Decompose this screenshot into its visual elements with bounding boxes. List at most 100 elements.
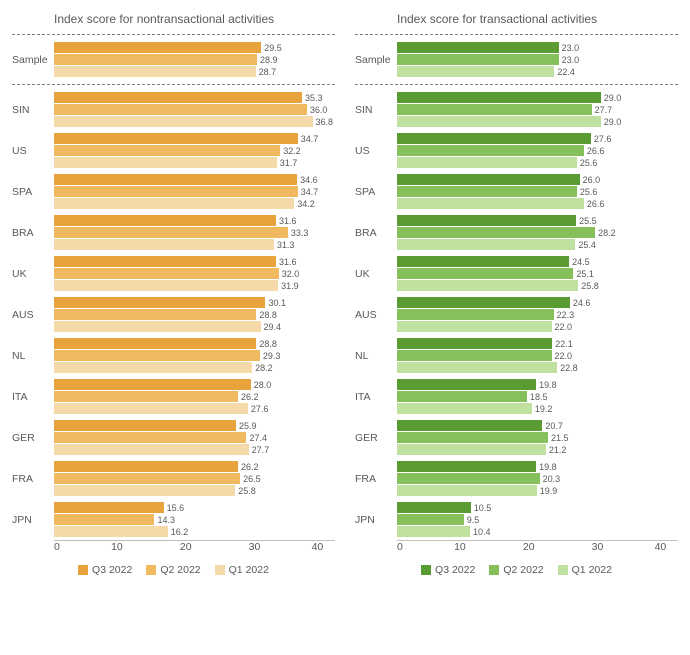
bar-value: 21.5	[551, 433, 569, 443]
bar	[397, 297, 570, 308]
bar-line: 26.6	[397, 145, 678, 156]
bar-line: 22.0	[397, 321, 678, 332]
bars-cell: 31.633.331.3	[54, 212, 335, 253]
bar-value: 29.0	[604, 117, 622, 127]
bar-line: 20.7	[397, 420, 678, 431]
data-row: SPA34.634.734.2	[12, 171, 335, 212]
bars-cell: 19.820.319.9	[397, 458, 678, 499]
bar	[54, 403, 248, 414]
bar-line: 21.2	[397, 444, 678, 455]
bar-value: 28.9	[260, 55, 278, 65]
bar-value: 19.8	[539, 380, 557, 390]
bar-line: 22.4	[397, 66, 678, 77]
category-label: JPN	[12, 514, 54, 526]
bar-line: 29.5	[54, 42, 335, 53]
bar-value: 22.4	[557, 67, 575, 77]
bar-value: 19.2	[535, 404, 553, 414]
bar-value: 34.6	[300, 175, 318, 185]
bars-cell: 10.59.510.4	[397, 499, 678, 540]
bar	[54, 145, 280, 156]
legend-item: Q1 2022	[558, 564, 612, 576]
bar-value: 28.8	[259, 339, 277, 349]
bar-value: 35.3	[305, 93, 323, 103]
bar	[397, 485, 537, 496]
bar-value: 31.6	[279, 257, 297, 267]
x-tick: 20	[180, 541, 192, 558]
bar	[54, 268, 279, 279]
bar	[54, 239, 274, 250]
bar-line: 34.2	[54, 198, 335, 209]
x-axis: 010203040	[54, 540, 335, 558]
x-axis: 010203040	[397, 540, 678, 558]
bar-line: 28.8	[54, 309, 335, 320]
bar-line: 28.0	[54, 379, 335, 390]
bar-value: 32.0	[282, 269, 300, 279]
bar-value: 18.5	[530, 392, 548, 402]
bars-cell: 25.528.225.4	[397, 212, 678, 253]
bar-line: 26.6	[397, 198, 678, 209]
bar-line: 31.7	[54, 157, 335, 168]
bar-value: 24.5	[572, 257, 590, 267]
bar-value: 22.8	[560, 363, 578, 373]
legend-label: Q3 2022	[435, 564, 475, 576]
category-label: UK	[12, 268, 54, 280]
data-row: JPN15.614.316.2	[12, 499, 335, 540]
bar	[397, 321, 552, 332]
bar	[397, 198, 584, 209]
bars-cell: 31.6 32.0 31.9	[54, 253, 335, 294]
bar	[397, 133, 591, 144]
legend-label: Q2 2022	[503, 564, 543, 576]
bar-line: 32.0	[54, 268, 335, 279]
bar-value: 33.3	[291, 228, 309, 238]
bar-value: 36.8	[316, 117, 334, 127]
data-row: GER20.721.521.2	[355, 417, 678, 458]
bar-value: 34.2	[297, 199, 315, 209]
bar-line: 25.4	[397, 239, 678, 250]
legend-item: Q2 2022	[146, 564, 200, 576]
bar	[397, 116, 601, 127]
bar	[397, 403, 532, 414]
bar	[54, 104, 307, 115]
bar	[54, 280, 278, 291]
data-row: UK 31.6 32.0 31.9	[12, 253, 335, 294]
bars-cell: 15.614.316.2	[54, 499, 335, 540]
bar-line: 22.0	[397, 350, 678, 361]
bar-line: 31.3	[54, 239, 335, 250]
bar	[54, 514, 154, 525]
bar-line: 36.0	[54, 104, 335, 115]
bar-value: 31.7	[280, 158, 298, 168]
bar-value: 19.8	[539, 462, 557, 472]
bar-value: 28.2	[255, 363, 273, 373]
divider	[12, 34, 335, 35]
bars-cell: 28.829.328.2	[54, 335, 335, 376]
bar-value: 22.0	[555, 351, 573, 361]
bars-cell: 26.025.626.6	[397, 171, 678, 212]
bar-line: 28.8	[54, 338, 335, 349]
data-row: BRA25.528.225.4	[355, 212, 678, 253]
bar-value: 25.8	[581, 281, 599, 291]
bar-line: 34.7	[54, 133, 335, 144]
bar	[397, 338, 552, 349]
bar-line: 26.2	[54, 391, 335, 402]
bar	[54, 42, 261, 53]
bar-value: 27.7	[252, 445, 270, 455]
bar-value: 28.2	[598, 228, 616, 238]
legend-swatch	[489, 565, 499, 575]
data-row: SIN29.027.729.0	[355, 89, 678, 130]
bar-line: 22.8	[397, 362, 678, 373]
x-tick: 30	[592, 541, 604, 558]
legend: Q3 2022Q2 2022Q1 2022	[12, 564, 335, 576]
bar-value: 26.5	[243, 474, 261, 484]
bar-line: 22.1	[397, 338, 678, 349]
bar-line: 10.4	[397, 526, 678, 537]
bar	[397, 66, 554, 77]
category-label: AUS	[355, 309, 397, 321]
bar-value: 25.8	[238, 486, 256, 496]
bar-value: 31.9	[281, 281, 299, 291]
bar	[54, 420, 236, 431]
category-label: FRA	[12, 473, 54, 485]
category-label: SPA	[12, 186, 54, 198]
data-row: FRA19.820.319.9	[355, 458, 678, 499]
bar-line: 19.9	[397, 485, 678, 496]
bar-value: 24.6	[573, 298, 591, 308]
